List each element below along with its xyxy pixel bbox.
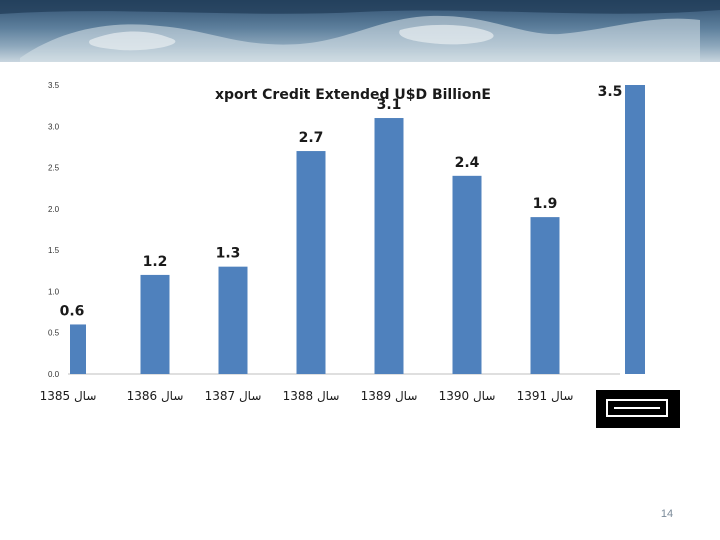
x-category-label: 1388 سال [283, 389, 340, 403]
bar-value-label: 2.7 [299, 130, 324, 146]
y-tick-label: 3.5 [48, 81, 60, 90]
x-category-label: 1391 سال [517, 389, 574, 403]
x-category-label: 1387 سال [205, 389, 262, 403]
data-labels-group: 0.6 1.2 1.3 2.7 3.1 2.4 1.9 3.5 [60, 84, 623, 319]
y-tick-label: 3.0 [48, 122, 60, 131]
bar [296, 151, 326, 374]
chart-title: xport Credit Extended U$D BillionE [215, 87, 491, 103]
x-category-label: 1385 سال [40, 389, 97, 403]
page-number: 14 [660, 508, 674, 520]
y-tick-label: 2.5 [48, 164, 60, 173]
bar-value-label: 0.6 [60, 303, 85, 319]
bar [374, 118, 404, 375]
bar-value-label: 2.4 [455, 155, 480, 171]
y-tick-label: 1.5 [48, 246, 60, 255]
legend-box [596, 390, 680, 428]
bar-value-label: 1.2 [143, 254, 168, 270]
bar-value-label: 3.1 [377, 97, 402, 113]
y-tick-label: 1.0 [48, 287, 60, 296]
bar-value-label: 1.3 [216, 246, 241, 262]
bar [452, 175, 482, 374]
bar [625, 85, 645, 374]
header-banner [0, 0, 720, 62]
y-tick-label: 2.0 [48, 205, 60, 214]
bars-group [70, 85, 645, 375]
world-map-graphic [0, 0, 720, 62]
y-tick-label: 0.5 [48, 329, 60, 338]
x-category-label: 1389 سال [361, 389, 418, 403]
bar [70, 324, 86, 374]
bar [140, 274, 170, 374]
x-category-label: 1390 سال [439, 389, 496, 403]
y-tick-label: 0.0 [48, 370, 60, 379]
bar [530, 217, 560, 374]
x-axis-labels-group: 1385 سال 1386 سال 1387 سال 1388 سال 1389 سال… [40, 389, 635, 403]
bar-value-label: 3.5 [598, 84, 623, 100]
bar-value-label: 1.9 [533, 196, 558, 212]
x-category-label: 1386 سال [127, 389, 184, 403]
legend-frame [606, 399, 668, 417]
legend-swatch [614, 407, 660, 409]
bar [218, 266, 248, 374]
